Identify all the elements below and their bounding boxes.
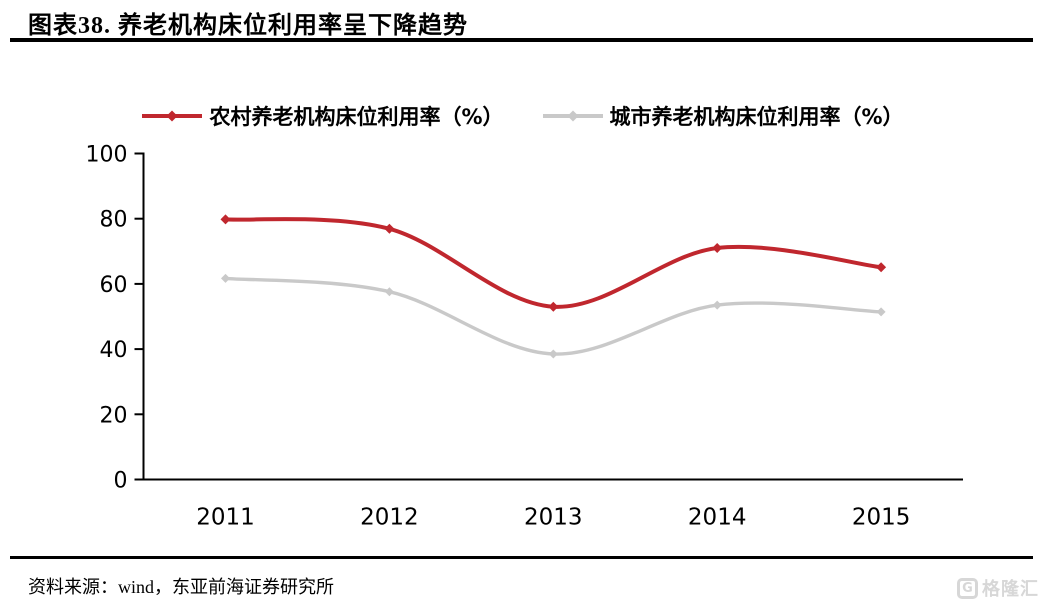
legend-label-urban: 城市养老机构床位利用率（%） <box>609 105 904 129</box>
rural-series-marker <box>384 223 395 234</box>
rural-series-sample-icon <box>142 110 203 122</box>
urban-series-marker <box>712 300 722 310</box>
y-tick-label: 80 <box>100 208 128 233</box>
urban-series-marker <box>384 287 394 297</box>
urban-series-marker <box>876 307 886 317</box>
chart-title: 图表38. 养老机构床位利用率呈下降趋势 <box>28 13 468 39</box>
chart-legend: 农村养老机构床位利用率（%） 城市养老机构床位利用率（%） <box>0 101 1045 131</box>
y-tick-label: 60 <box>100 273 128 298</box>
urban-series-marker <box>221 273 230 283</box>
x-tick-label: 2015 <box>852 505 911 531</box>
title-underline <box>10 38 1033 42</box>
legend-item-rural: 农村养老机构床位利用率（%） <box>141 101 504 131</box>
y-tick-label: 20 <box>100 403 128 428</box>
urban-series-sample-icon <box>542 110 603 122</box>
urban-series-marker <box>548 349 558 359</box>
y-tick-label: 0 <box>114 469 128 494</box>
rural-series-marker <box>220 214 231 225</box>
urban-series-line <box>223 276 883 356</box>
x-tick-label: 2013 <box>524 505 583 531</box>
footer-divider <box>10 556 1033 559</box>
x-tick-label: 2012 <box>360 505 419 531</box>
legend-label-rural: 农村养老机构床位利用率（%） <box>209 105 504 129</box>
y-tick-label: 100 <box>86 143 128 168</box>
gelonghui-logo-text: 格隆汇 <box>982 579 1039 600</box>
rural-series-line <box>223 217 884 309</box>
rural-series-marker <box>548 301 559 312</box>
x-tick-label: 2014 <box>688 505 747 531</box>
axis-lines <box>142 152 963 481</box>
legend-item-urban: 城市养老机构床位利用率（%） <box>542 101 904 131</box>
rural-series-marker <box>876 262 887 273</box>
rural-series-marker <box>712 243 723 253</box>
x-tick-label: 2011 <box>196 505 255 531</box>
source-note: 资料来源：wind，东亚前海证券研究所 <box>28 577 334 597</box>
gelonghui-logo: G 格隆汇 <box>957 575 1039 601</box>
y-tick-label: 40 <box>100 338 128 363</box>
gelonghui-g-icon: G <box>957 577 978 599</box>
